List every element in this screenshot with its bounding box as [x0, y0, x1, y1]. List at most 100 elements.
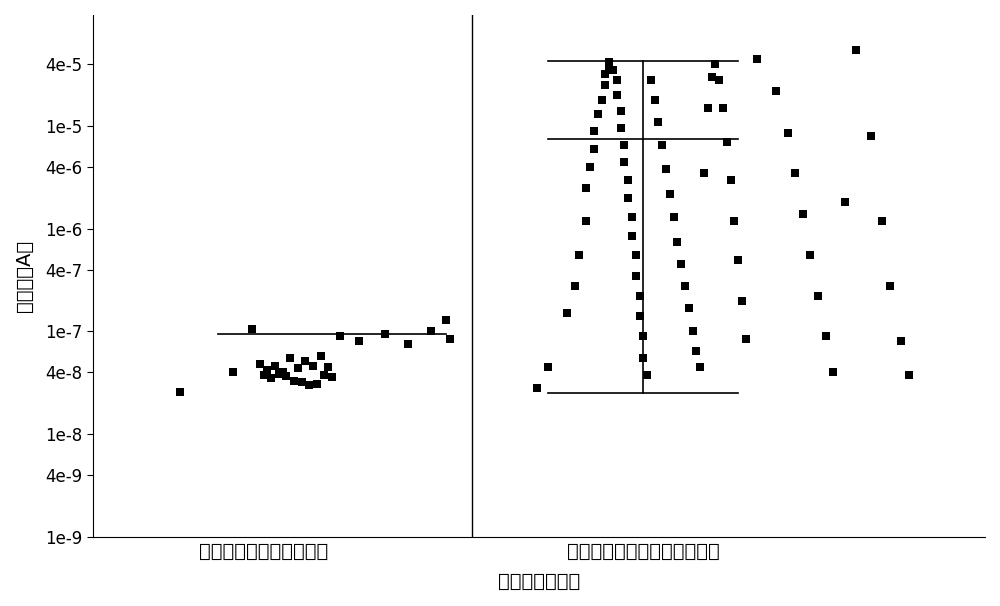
- Point: [613, 124, 629, 133]
- Point: [586, 126, 602, 136]
- Point: [673, 259, 689, 269]
- Point: [286, 376, 302, 386]
- Point: [172, 387, 188, 396]
- Point: [669, 237, 685, 247]
- Point: [282, 353, 298, 363]
- Point: [700, 103, 716, 113]
- Point: [316, 370, 332, 379]
- Point: [423, 327, 439, 336]
- Point: [704, 72, 720, 82]
- Point: [263, 373, 279, 383]
- Point: [802, 250, 818, 260]
- Point: [309, 379, 325, 388]
- Point: [719, 137, 735, 147]
- Point: [294, 378, 310, 387]
- Point: [582, 162, 598, 171]
- Point: [559, 308, 575, 318]
- Point: [893, 336, 909, 346]
- Point: [639, 370, 655, 379]
- Point: [305, 361, 321, 371]
- Point: [738, 334, 754, 344]
- Point: [259, 365, 275, 375]
- Point: [677, 281, 693, 290]
- Point: [715, 103, 731, 113]
- Point: [271, 368, 287, 378]
- Point: [848, 45, 864, 55]
- Point: [267, 361, 283, 371]
- Point: [586, 144, 602, 153]
- Point: [882, 281, 898, 290]
- Point: [613, 106, 629, 116]
- Point: [692, 362, 708, 372]
- Point: [400, 339, 416, 349]
- Point: [654, 141, 670, 150]
- Point: [332, 331, 348, 341]
- Point: [628, 271, 644, 281]
- Point: [635, 331, 651, 341]
- Point: [647, 95, 663, 104]
- Point: [688, 346, 704, 356]
- X-axis label: 钓溅射工艺条件: 钓溅射工艺条件: [498, 572, 580, 591]
- Point: [635, 353, 651, 363]
- Point: [643, 75, 659, 85]
- Point: [658, 164, 674, 174]
- Point: [594, 95, 610, 104]
- Point: [723, 175, 739, 184]
- Point: [601, 57, 617, 67]
- Point: [438, 315, 454, 325]
- Point: [825, 367, 841, 377]
- Point: [874, 216, 890, 225]
- Point: [605, 65, 621, 75]
- Point: [571, 250, 587, 260]
- Point: [278, 371, 294, 381]
- Point: [863, 131, 879, 141]
- Point: [795, 209, 811, 219]
- Point: [313, 351, 329, 361]
- Point: [837, 198, 853, 207]
- Point: [301, 381, 317, 390]
- Point: [624, 212, 640, 222]
- Point: [726, 216, 742, 225]
- Point: [529, 384, 545, 393]
- Point: [616, 157, 632, 167]
- Point: [685, 327, 701, 336]
- Point: [290, 363, 306, 373]
- Point: [609, 75, 625, 85]
- Point: [297, 356, 313, 365]
- Point: [578, 183, 594, 193]
- Point: [540, 362, 556, 372]
- Point: [650, 117, 666, 127]
- Point: [324, 372, 340, 382]
- Point: [351, 336, 367, 346]
- Point: [590, 109, 606, 119]
- Point: [768, 86, 784, 96]
- Point: [609, 90, 625, 100]
- Point: [597, 69, 613, 79]
- Point: [787, 168, 803, 178]
- Point: [377, 329, 393, 339]
- Point: [632, 291, 648, 301]
- Point: [901, 370, 917, 379]
- Point: [597, 80, 613, 90]
- Point: [707, 59, 723, 69]
- Point: [578, 216, 594, 225]
- Point: [666, 212, 682, 222]
- Point: [696, 168, 712, 178]
- Point: [734, 296, 750, 305]
- Point: [749, 54, 765, 64]
- Point: [616, 141, 632, 150]
- Point: [681, 303, 697, 313]
- Point: [252, 359, 268, 369]
- Point: [442, 334, 458, 344]
- Point: [275, 367, 291, 377]
- Y-axis label: 漏电流（A）: 漏电流（A）: [15, 240, 34, 312]
- Point: [818, 331, 834, 341]
- Point: [244, 324, 260, 334]
- Point: [620, 175, 636, 184]
- Point: [620, 193, 636, 202]
- Point: [225, 367, 241, 377]
- Point: [628, 250, 644, 260]
- Point: [662, 188, 678, 198]
- Point: [624, 231, 640, 241]
- Point: [320, 362, 336, 372]
